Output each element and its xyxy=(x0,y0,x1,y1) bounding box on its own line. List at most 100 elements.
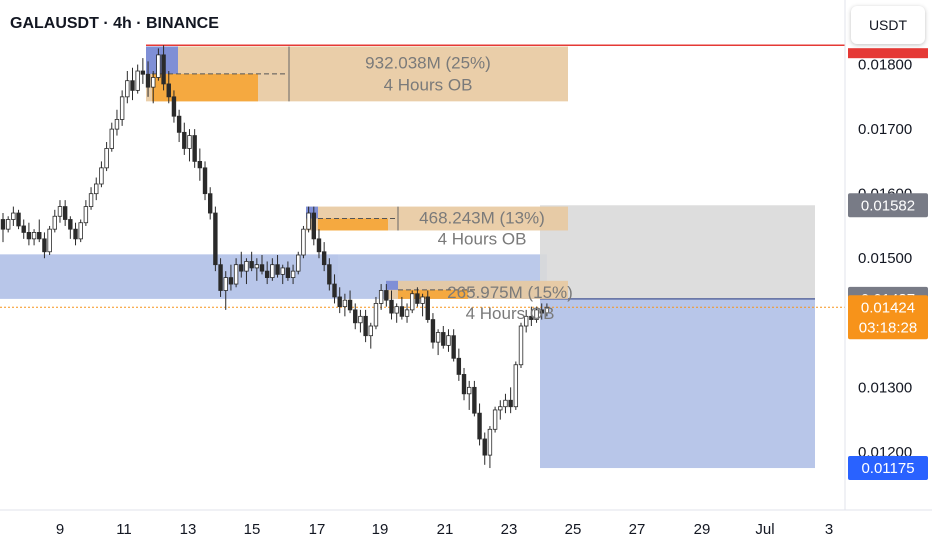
candle-body xyxy=(394,306,399,314)
candle-body xyxy=(472,386,477,414)
candle-body xyxy=(78,222,83,240)
ob-type-label: 4 Hours OB xyxy=(438,230,527,249)
candle-body xyxy=(259,264,265,272)
candle-body xyxy=(156,54,161,78)
candle-body xyxy=(482,438,487,456)
candle-body xyxy=(539,309,544,314)
price-tag xyxy=(848,295,928,340)
candle-body xyxy=(415,293,420,304)
candle-body xyxy=(228,277,234,285)
candle-body xyxy=(466,386,472,395)
y-tick-label: 0.01800 xyxy=(858,57,912,74)
candle-body xyxy=(73,228,78,240)
candle-body xyxy=(523,315,529,327)
candle-body xyxy=(513,364,519,408)
candle-body xyxy=(104,148,109,169)
candle-body xyxy=(316,238,322,253)
x-tick-label: 13 xyxy=(180,521,197,538)
candle-body xyxy=(182,131,187,149)
x-tick-label: 11 xyxy=(116,521,132,538)
price-tag xyxy=(848,456,928,481)
candle-body xyxy=(42,238,47,253)
candle-body xyxy=(342,299,348,308)
ob-volume-label: 468.243M (13%) xyxy=(419,209,545,228)
order-block-accent xyxy=(318,218,388,231)
candle-body xyxy=(332,283,337,298)
candle-body xyxy=(21,225,26,233)
candle-body xyxy=(327,264,332,285)
candle-body xyxy=(410,293,415,311)
candle-body xyxy=(114,119,120,130)
candle-body xyxy=(451,335,456,359)
x-tick-label: Jul xyxy=(755,521,774,538)
candle-body xyxy=(166,83,171,98)
candle-body xyxy=(119,96,125,120)
candle-body xyxy=(544,306,550,314)
candle-body xyxy=(16,212,21,227)
candle-body xyxy=(477,412,482,440)
candle-body xyxy=(518,325,524,366)
candle-body xyxy=(26,232,32,240)
candle-body xyxy=(68,219,73,230)
candle-body xyxy=(145,73,151,88)
price-tag xyxy=(848,193,928,218)
candle-body xyxy=(529,315,534,320)
candle-body xyxy=(290,270,296,278)
candle-body xyxy=(11,212,16,220)
candle-body xyxy=(368,325,373,337)
candle-body xyxy=(207,193,213,214)
x-tick-label: 17 xyxy=(309,521,326,538)
x-tick-label: 19 xyxy=(372,521,389,538)
candle-body xyxy=(441,332,446,346)
candle-body xyxy=(384,290,389,301)
candle-body xyxy=(456,357,462,375)
candle-body xyxy=(353,309,358,324)
candle-body xyxy=(420,296,425,304)
candle-body xyxy=(347,299,353,311)
price-tag-value: 0.01424 xyxy=(861,299,915,316)
candle-body xyxy=(218,264,223,291)
candle-body xyxy=(213,212,218,266)
candle-body xyxy=(135,70,140,91)
candle-body xyxy=(378,290,384,304)
candle-body xyxy=(311,212,316,240)
candle-body xyxy=(140,70,146,75)
price-tag-value: 0.01175 xyxy=(861,460,914,477)
candle-body xyxy=(5,219,11,230)
candle-body xyxy=(404,309,410,317)
candle-body xyxy=(358,315,363,324)
x-tick-label: 29 xyxy=(694,521,711,538)
candle-body xyxy=(498,406,503,411)
candle-body xyxy=(187,135,192,149)
y-tick-label: 0.01500 xyxy=(858,250,912,267)
candle-body xyxy=(197,160,203,169)
range-box xyxy=(540,205,815,299)
demand-zone xyxy=(0,254,338,299)
candle-body xyxy=(264,270,270,278)
candle-body xyxy=(125,80,130,98)
candle-body xyxy=(363,315,368,337)
currency-button[interactable]: USDT xyxy=(851,6,925,44)
candle-body xyxy=(249,261,254,269)
x-tick-label: 3 xyxy=(825,521,833,538)
chart-title: GALAUSDT · 4h · BINANCE xyxy=(10,15,219,32)
y-tick-label: 0.01700 xyxy=(858,121,912,138)
candle-body xyxy=(389,299,394,314)
candle-body xyxy=(37,232,42,240)
ob-type-label: 4 Hours OB xyxy=(384,75,473,94)
order-block-origin xyxy=(306,206,318,219)
candle-body xyxy=(373,303,379,327)
candle-body xyxy=(109,128,114,149)
candle-body xyxy=(285,267,291,278)
candle-body xyxy=(487,428,493,456)
candle-body xyxy=(503,399,508,408)
candle-body xyxy=(534,309,539,320)
candle-body xyxy=(130,80,135,91)
ob-type-label: 4 Hours OB xyxy=(466,304,555,323)
candle-body xyxy=(99,167,104,185)
candle-body xyxy=(301,228,306,256)
x-tick-label: 21 xyxy=(437,521,454,538)
candle-body xyxy=(202,167,208,195)
candle-body xyxy=(280,267,285,275)
